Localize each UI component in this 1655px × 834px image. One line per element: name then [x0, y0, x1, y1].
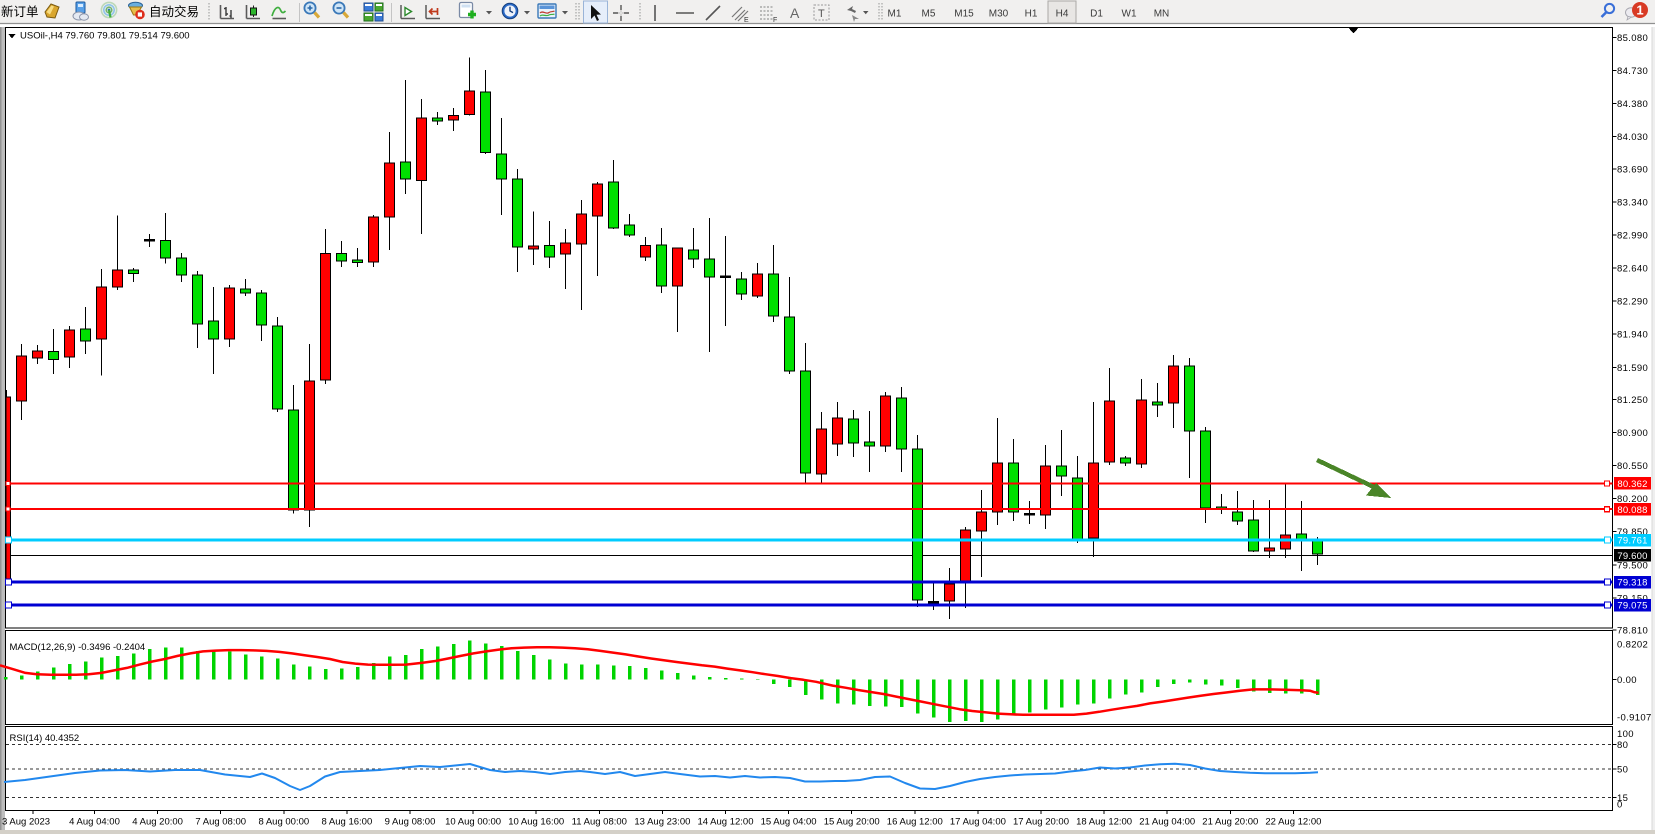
- svg-text:8 Aug 00:00: 8 Aug 00:00: [258, 817, 309, 828]
- svg-text:80.362: 80.362: [1617, 479, 1647, 490]
- svg-text:9 Aug 08:00: 9 Aug 08:00: [385, 817, 436, 828]
- svg-text:MACD(12,26,9) -0.3496 -0.2404: MACD(12,26,9) -0.3496 -0.2404: [10, 642, 146, 653]
- svg-text:3 Aug 2023: 3 Aug 2023: [2, 817, 50, 828]
- svg-text:78.810: 78.810: [1617, 626, 1648, 637]
- svg-text:83.690: 83.690: [1617, 164, 1648, 175]
- svg-text:4 Aug 04:00: 4 Aug 04:00: [69, 817, 120, 828]
- svg-text:10 Aug 16:00: 10 Aug 16:00: [508, 817, 564, 828]
- svg-text:新订单: 新订单: [1, 4, 39, 19]
- svg-text:H1: H1: [1025, 9, 1038, 20]
- svg-text:W1: W1: [1122, 9, 1137, 20]
- svg-text:M1: M1: [888, 9, 902, 20]
- svg-text:84.380: 84.380: [1617, 99, 1648, 110]
- svg-text:F: F: [773, 17, 777, 24]
- svg-text:81.940: 81.940: [1617, 330, 1648, 341]
- svg-text:79.500: 79.500: [1617, 560, 1648, 571]
- svg-text:M15: M15: [954, 9, 974, 20]
- svg-text:21 Aug 20:00: 21 Aug 20:00: [1202, 817, 1258, 828]
- svg-text:82.990: 82.990: [1617, 231, 1648, 242]
- svg-text:79.600: 79.600: [1617, 551, 1647, 562]
- svg-text:11 Aug 08:00: 11 Aug 08:00: [572, 817, 627, 828]
- svg-text:83.340: 83.340: [1617, 197, 1648, 208]
- svg-text:14 Aug 12:00: 14 Aug 12:00: [698, 817, 754, 828]
- svg-text:D1: D1: [1090, 9, 1103, 20]
- svg-text:79.761: 79.761: [1617, 536, 1647, 547]
- svg-text:15: 15: [1617, 793, 1628, 804]
- svg-text:17 Aug 20:00: 17 Aug 20:00: [1013, 817, 1069, 828]
- svg-text:-0.9107: -0.9107: [1617, 713, 1652, 724]
- svg-text:0.8202: 0.8202: [1617, 640, 1648, 651]
- svg-text:A: A: [790, 5, 800, 21]
- svg-text:80.088: 80.088: [1617, 505, 1647, 516]
- svg-text:84.730: 84.730: [1617, 66, 1648, 77]
- svg-text:17 Aug 04:00: 17 Aug 04:00: [950, 817, 1006, 828]
- svg-text:15 Aug 20:00: 15 Aug 20:00: [824, 817, 880, 828]
- svg-text:10 Aug 00:00: 10 Aug 00:00: [445, 817, 501, 828]
- svg-text:82.640: 82.640: [1617, 264, 1648, 275]
- svg-text:16 Aug 12:00: 16 Aug 12:00: [887, 817, 943, 828]
- svg-text:18 Aug 12:00: 18 Aug 12:00: [1076, 817, 1132, 828]
- svg-text:M5: M5: [922, 9, 936, 20]
- svg-text:4 Aug 20:00: 4 Aug 20:00: [132, 817, 183, 828]
- svg-text:79.850: 79.850: [1617, 527, 1648, 538]
- svg-text:MN: MN: [1154, 9, 1170, 20]
- svg-text:E: E: [744, 17, 749, 24]
- svg-text:0: 0: [1617, 800, 1623, 811]
- svg-text:79.318: 79.318: [1617, 578, 1647, 589]
- svg-text:81.250: 81.250: [1617, 395, 1648, 406]
- svg-text:85.080: 85.080: [1617, 33, 1648, 44]
- svg-text:H4: H4: [1056, 9, 1069, 20]
- svg-text:21 Aug 04:00: 21 Aug 04:00: [1139, 817, 1195, 828]
- svg-text:1: 1: [1636, 3, 1643, 18]
- svg-text:USOil-,H4 79.760 79.801 79.51: USOil-,H4 79.760 79.801 79.514 79.600: [20, 31, 190, 42]
- svg-text:8 Aug 16:00: 8 Aug 16:00: [322, 817, 373, 828]
- svg-text:T: T: [818, 8, 825, 20]
- svg-text:79.075: 79.075: [1617, 601, 1647, 612]
- svg-text:81.590: 81.590: [1617, 363, 1648, 374]
- svg-text:M30: M30: [989, 9, 1009, 20]
- svg-text:50: 50: [1617, 765, 1628, 776]
- svg-text:自动交易: 自动交易: [149, 4, 199, 19]
- svg-text:RSI(14) 40.4352: RSI(14) 40.4352: [10, 733, 80, 744]
- svg-text:80.200: 80.200: [1617, 494, 1648, 505]
- svg-text:82.290: 82.290: [1617, 297, 1648, 308]
- svg-text:80.550: 80.550: [1617, 461, 1648, 472]
- svg-text:100: 100: [1617, 729, 1634, 740]
- svg-text:13 Aug 23:00: 13 Aug 23:00: [634, 817, 690, 828]
- svg-text:15 Aug 04:00: 15 Aug 04:00: [761, 817, 817, 828]
- svg-text:84.030: 84.030: [1617, 132, 1648, 143]
- svg-text:80: 80: [1617, 740, 1628, 751]
- svg-text:80.900: 80.900: [1617, 428, 1648, 439]
- svg-text:22 Aug 12:00: 22 Aug 12:00: [1265, 817, 1321, 828]
- svg-text:7 Aug 08:00: 7 Aug 08:00: [195, 817, 246, 828]
- svg-text:0.00: 0.00: [1617, 675, 1637, 686]
